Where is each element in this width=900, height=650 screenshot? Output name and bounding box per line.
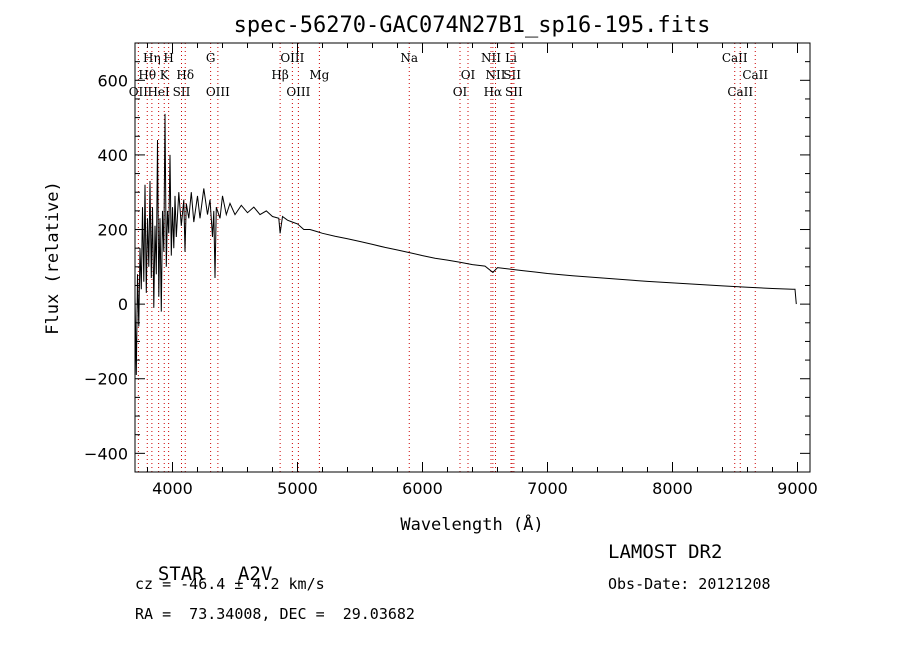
line-label: NII xyxy=(481,51,501,65)
line-label: SII xyxy=(503,68,521,82)
line-label: SII xyxy=(173,85,191,99)
line-label: K xyxy=(160,68,170,82)
y-tick-label: 600 xyxy=(97,71,128,90)
line-label: CaII xyxy=(742,68,768,82)
line-label: Hβ xyxy=(271,68,288,82)
line-label: OIII xyxy=(280,51,304,65)
spectrum-series xyxy=(134,113,797,376)
line-label: OII xyxy=(129,85,149,99)
object-class: STAR A2V xyxy=(135,541,272,585)
line-label: Hδ xyxy=(176,68,194,82)
subclass-text: A2V xyxy=(237,563,273,585)
line-label: OI xyxy=(453,85,468,99)
x-tick-label: 6000 xyxy=(402,479,443,498)
line-label: HeI xyxy=(147,85,170,99)
obs-date-text: Obs-Date: 20121208 xyxy=(608,575,771,593)
spectral-line-markers: OII Hη Hθ HeI KH SII Hδ G OIII Hβ OIII OIII Mg Na OI OI… xyxy=(129,43,768,472)
line-label: Li xyxy=(505,51,517,65)
x-axis-label: Wavelength (Å) xyxy=(400,513,543,535)
coordinates-text: RA = 73.34008, DEC = 29.03682 xyxy=(135,605,415,623)
line-label: G xyxy=(206,51,216,65)
line-label: OI xyxy=(461,68,476,82)
survey-label: LAMOST DR2 xyxy=(608,541,723,563)
line-label: OIII xyxy=(286,85,310,99)
x-tick-label: 5000 xyxy=(277,479,318,498)
redshift-text: cz = -46.4 ± 4.2 km/s xyxy=(135,575,325,593)
line-label: CaII xyxy=(727,85,753,99)
chart-title: spec-56270-GAC074N27B1_sp16-195.fits xyxy=(234,13,711,38)
line-label: OIII xyxy=(206,85,230,99)
plot-axes: 4000 5000 6000 7000 8000 9000 −400 −200 0 200 400 6… xyxy=(84,42,818,498)
line-label: Hα xyxy=(484,85,503,99)
spectrum-line xyxy=(134,113,797,376)
line-label: SII xyxy=(505,85,523,99)
y-tick-label: 200 xyxy=(97,221,128,240)
y-tick-label: 0 xyxy=(118,295,128,314)
y-tick-label: −200 xyxy=(84,370,128,389)
line-label: CaII xyxy=(722,51,748,65)
line-label: H xyxy=(163,51,173,65)
spectrum-chart: spec-56270-GAC074N27B1_sp16-195.fits OII… xyxy=(43,13,818,535)
y-tick-label: −400 xyxy=(84,444,128,463)
line-label: Hη xyxy=(143,51,161,65)
x-tick-label: 8000 xyxy=(652,479,693,498)
line-label: Na xyxy=(400,51,418,65)
line-label: Mg xyxy=(309,68,329,82)
y-tick-label: 400 xyxy=(97,146,128,165)
plot-frame xyxy=(134,42,811,473)
x-tick-label: 4000 xyxy=(152,479,193,498)
line-label: Hθ xyxy=(138,68,156,82)
x-tick-label: 7000 xyxy=(527,479,568,498)
x-tick-label: 9000 xyxy=(777,479,818,498)
object-class-text: STAR xyxy=(157,563,204,585)
y-axis-label: Flux (relative) xyxy=(43,181,63,335)
line-label: NII xyxy=(486,68,506,82)
